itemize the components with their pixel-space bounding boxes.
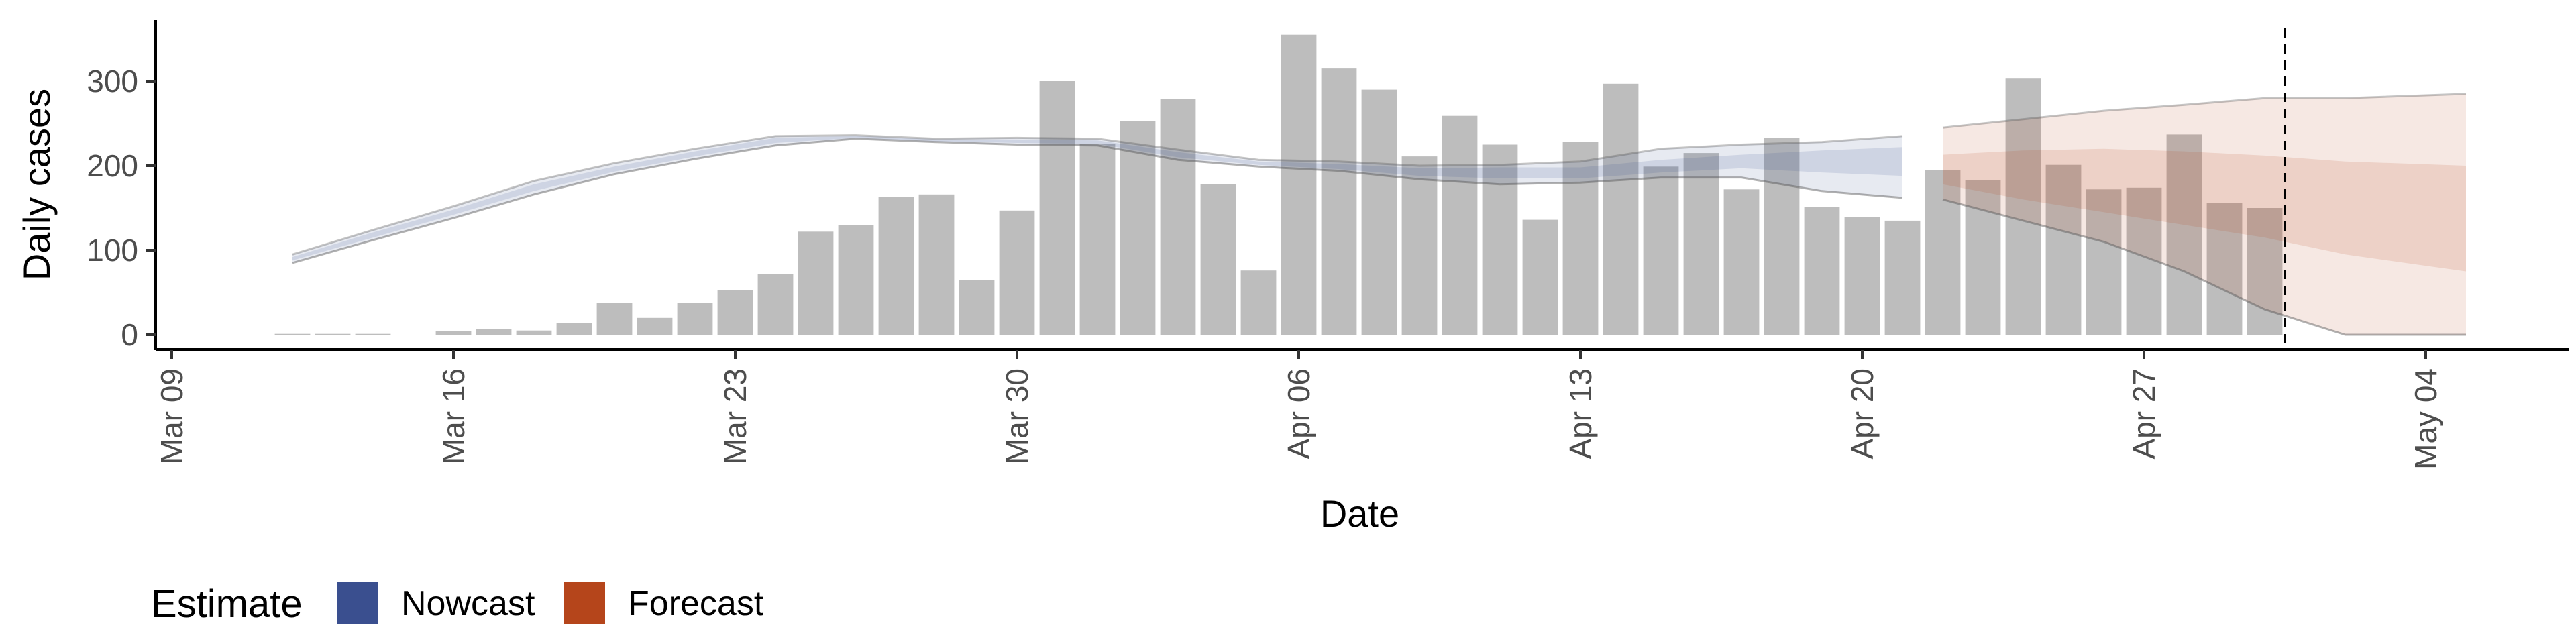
axes-layer: 0 100 200 300 Mar 09 Mar 16 Mar 23 Mar 30 Apr 06… (87, 20, 2569, 470)
bar (1965, 180, 2001, 335)
x-tick-label: Apr 06 (1281, 368, 1316, 460)
bar (1764, 138, 1800, 335)
x-axis-title: Date (1320, 492, 1399, 535)
legend-swatch-forecast (564, 582, 605, 624)
bar (2005, 78, 2041, 335)
bar (1281, 34, 1317, 335)
forecast-band-50 (1943, 148, 2466, 272)
x-tick-label: Mar 30 (1000, 368, 1034, 464)
bar (2086, 189, 2122, 335)
bar (1482, 144, 1518, 335)
bar (1160, 99, 1196, 335)
bar (1079, 144, 1116, 335)
bar (435, 331, 472, 335)
bar (1683, 153, 1719, 335)
x-tick-label: Apr 13 (1563, 368, 1598, 460)
bar (2126, 187, 2162, 335)
bar (1884, 220, 1921, 335)
x-tick-label: Apr 27 (2127, 368, 2161, 460)
bar (999, 210, 1035, 335)
bar (1643, 166, 1679, 335)
bar (1200, 184, 1236, 335)
bar (315, 333, 351, 335)
legend-swatch-nowcast (337, 582, 378, 624)
y-tick-label: 300 (87, 64, 138, 99)
forecast-upper-90-line (1942, 93, 2467, 129)
bar (274, 333, 311, 335)
bar (355, 333, 391, 335)
bar (2206, 203, 2243, 335)
bar (1039, 81, 1075, 335)
bars-layer (274, 34, 2283, 336)
bar (1603, 83, 1639, 336)
bar (1562, 142, 1599, 335)
bar (1120, 121, 1156, 335)
bar (838, 225, 874, 335)
forecast-lower-90-line (1942, 198, 2466, 336)
nowcast-band-90 (292, 135, 1902, 263)
bar (757, 274, 794, 335)
bar (1844, 217, 1880, 335)
bar (798, 231, 834, 335)
bar (878, 197, 914, 335)
legend-title: Estimate (151, 582, 303, 626)
legend-label-nowcast: Nowcast (401, 584, 535, 623)
bar (556, 323, 592, 335)
bar (959, 280, 995, 335)
legend-label-forecast: Forecast (628, 584, 764, 623)
x-tick-label: Mar 23 (718, 368, 753, 464)
y-axis-title: Daily cases (15, 89, 58, 280)
x-tick-label: Mar 09 (154, 368, 189, 464)
bar (2045, 164, 2082, 335)
y-tick-label: 200 (87, 148, 138, 183)
bar (637, 317, 673, 335)
bar (1401, 156, 1438, 335)
bar (1522, 219, 1558, 335)
bar (918, 194, 955, 335)
nowcast-lower-90-line (292, 138, 1903, 264)
bar (596, 303, 633, 335)
nowcast-upper-90-line (292, 134, 1903, 256)
forecast-band-90 (1943, 93, 2466, 335)
bar (1925, 170, 1961, 335)
y-tick-label: 0 (121, 317, 138, 352)
bar (1361, 89, 1397, 335)
legend: Estimate Nowcast Forecast (151, 582, 764, 626)
bar (717, 290, 753, 335)
bar (677, 303, 713, 335)
bar (516, 330, 552, 335)
lines-layer (292, 28, 2467, 350)
bar (1723, 189, 1760, 335)
bands-layer (292, 93, 2466, 335)
x-tick-label: May 04 (2408, 368, 2443, 470)
bar (1804, 207, 1840, 335)
x-tick-label: Mar 16 (436, 368, 471, 464)
bar (1240, 270, 1277, 335)
y-tick-label: 100 (87, 233, 138, 268)
bar (1442, 115, 1478, 335)
bar (476, 329, 512, 335)
bar (1321, 68, 1357, 335)
x-tick-label: Apr 20 (1845, 368, 1880, 460)
bar (2166, 134, 2202, 335)
bar (2247, 208, 2283, 335)
